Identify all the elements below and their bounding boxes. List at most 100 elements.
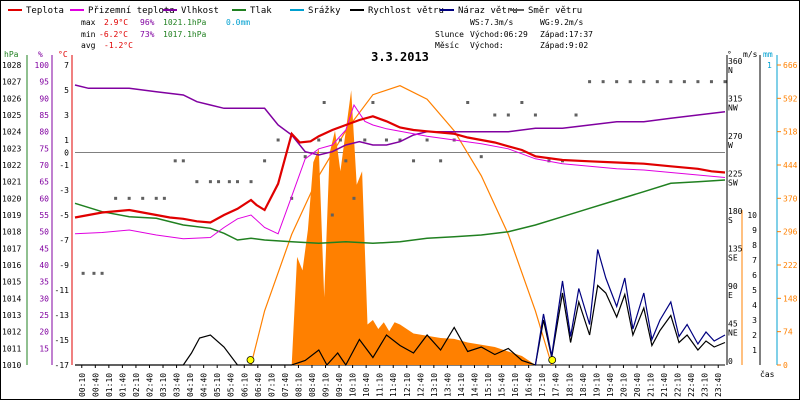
wind-tick-label: 8 [752, 241, 757, 250]
sun-marker [246, 356, 255, 364]
solar-tick-label: 74 [783, 328, 793, 337]
x-tick-label: 01:40 [118, 373, 127, 397]
humidity-tick-label: 65 [39, 178, 49, 187]
direction-point [520, 101, 524, 104]
x-tick-label: 12:10 [403, 373, 412, 397]
wind-tick-label: 5 [752, 286, 757, 295]
x-tick-label: 08:10 [294, 373, 303, 397]
direction-point [479, 155, 483, 159]
humidity-tick-label: 15 [39, 344, 49, 353]
wind-tick-label: 10 [747, 211, 757, 220]
legend-label: Rychlost větru [368, 6, 444, 16]
solar-tick-label: 370 [783, 194, 798, 203]
info-sun-set: Západ:17:37 [540, 30, 593, 39]
solar-tick-label: 296 [783, 228, 798, 237]
stats-min-label: min [81, 30, 96, 39]
solar-curve [250, 85, 553, 366]
humidity-line [74, 84, 726, 156]
pressure-tick-label: 1011 [2, 344, 21, 353]
wind-tick-label: 6 [752, 271, 757, 280]
direction-point [141, 196, 145, 200]
humidity-tick-label: 70 [39, 161, 49, 170]
x-tick-label: 00:40 [91, 373, 100, 397]
direction-point [425, 138, 429, 142]
direction-point [588, 80, 592, 84]
humidity-tick-label: 40 [39, 261, 49, 270]
wind-tick-label: 2 [752, 331, 757, 340]
direction-point [398, 138, 402, 142]
direction-point [208, 180, 212, 184]
wind-unit: m/s [743, 50, 758, 59]
wind-gust-line [534, 249, 726, 366]
wind-tick-label: 4 [752, 301, 757, 310]
x-tick-label: 05:40 [227, 373, 236, 397]
temperature-tick-label: -11 [55, 286, 70, 295]
x-tick-label: 13:40 [443, 373, 452, 397]
direction-point [81, 271, 85, 275]
x-tick-label: 17:10 [538, 373, 547, 397]
humidity-tick-label: 45 [39, 244, 49, 253]
chart-title: 3.3.2013 [371, 50, 429, 64]
plot-area [74, 80, 727, 367]
solar-tick-label: 0 [783, 361, 788, 370]
temperature-tick-label: -7 [59, 236, 69, 245]
direction-tick-label: 270 [728, 132, 743, 141]
pressure-tick-label: 1017 [2, 244, 21, 253]
humidity-tick-label: 75 [39, 144, 49, 153]
humidity-unit: % [38, 50, 43, 59]
temperature-tick-label: -3 [59, 186, 69, 195]
direction-point [181, 159, 185, 163]
stats-max-rain: 0.0mm [226, 18, 250, 27]
x-tick-label: 03:40 [173, 373, 182, 397]
axes: 1010101110121013101410151016101710181019… [2, 55, 798, 397]
direction-tick-label: 90 [728, 282, 738, 291]
direction-point [114, 196, 118, 200]
wind-tick-label: 3 [752, 316, 757, 325]
direction-point [162, 196, 166, 200]
solar-tick-label: 222 [783, 261, 798, 270]
direction-point [466, 101, 470, 104]
x-tick-label: 20:10 [619, 373, 628, 397]
direction-point [384, 138, 388, 142]
sun-marker [548, 356, 557, 364]
direction-point [669, 80, 673, 84]
pressure-tick-label: 1026 [2, 94, 21, 103]
humidity-tick-label: 30 [39, 294, 49, 303]
legend: Teplota Přizemní teplota Vlhkost Tlak Srážky… [8, 6, 582, 16]
direction-point [363, 138, 367, 142]
direction-point [322, 101, 326, 104]
humidity-tick-label: 25 [39, 311, 49, 320]
humidity-tick-label: 50 [39, 228, 49, 237]
info-moon-set: Západ:9:02 [540, 41, 588, 50]
humidity-tick-label: 55 [39, 211, 49, 220]
direction-point [601, 80, 605, 84]
temperature-tick-label: 1 [64, 136, 69, 145]
solar-tick-label: 518 [783, 128, 798, 137]
x-tick-label: 15:10 [484, 373, 493, 397]
legend-label: Srážky [308, 6, 341, 16]
stats-avg-temp: -1.2°C [104, 41, 133, 50]
pressure-tick-label: 1020 [2, 194, 21, 203]
wind-tick-label: 7 [752, 256, 757, 265]
legend-label: Přizemní teplota [88, 6, 175, 16]
direction-tick-letter: N [728, 66, 733, 75]
direction-point [533, 113, 537, 117]
pressure-tick-label: 1018 [2, 228, 21, 237]
direction-tick-label: 45 [728, 320, 738, 329]
direction-tick-label: 180 [728, 207, 743, 216]
x-tick-label: 06:40 [254, 373, 263, 397]
pressure-tick-label: 1015 [2, 278, 21, 287]
x-tick-label: 08:40 [308, 373, 317, 397]
direction-point [330, 213, 334, 217]
pressure-tick-label: 1014 [2, 294, 21, 303]
direction-point [100, 271, 104, 275]
x-tick-label: 15:40 [498, 373, 507, 397]
x-tick-label: 10:10 [349, 373, 358, 397]
direction-point [696, 80, 700, 84]
stats-min-hum: 73% [140, 30, 155, 39]
temperature-tick-label: -9 [59, 261, 69, 270]
temperature-tick-label: -15 [55, 336, 70, 345]
stats-avg-label: avg [81, 41, 96, 50]
temperature-line [74, 115, 726, 224]
x-tick-label: 16:40 [525, 373, 534, 397]
